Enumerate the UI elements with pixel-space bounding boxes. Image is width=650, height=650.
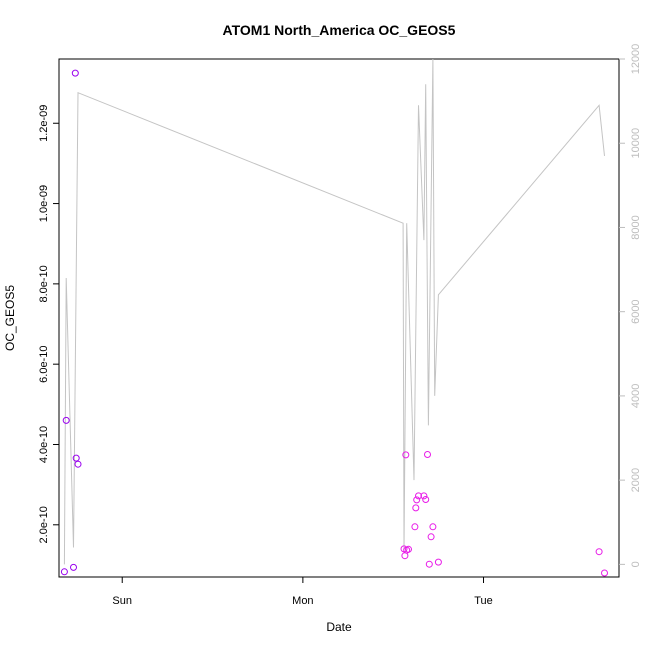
- data-point: [425, 560, 433, 568]
- data-point: [72, 454, 80, 462]
- y-tick-label: 2.0e-10: [38, 506, 50, 543]
- y-tick-label: 1.0e-09: [38, 185, 50, 222]
- y2-tick-label: 8000: [630, 215, 642, 239]
- data-point: [401, 552, 409, 560]
- x-tick-label: Tue: [474, 595, 493, 607]
- y-tick-label: 8.0e-10: [38, 265, 50, 302]
- points-layer: [60, 69, 608, 577]
- data-point: [411, 523, 419, 531]
- data-point: [434, 558, 442, 566]
- y-axis-left: 2.0e-10 4.0e-10 6.0e-10 8.0e-10 1.0e-09 1.2e-…: [38, 105, 59, 543]
- x-axis: Sun Mon Tue: [112, 577, 493, 607]
- y-axis-label: OC_GEOS5: [3, 285, 17, 351]
- data-point: [62, 416, 70, 424]
- data-point: [427, 533, 435, 541]
- data-point: [595, 548, 603, 556]
- y2-tick-label: 0: [630, 561, 642, 567]
- data-point: [402, 451, 410, 459]
- data-point: [412, 504, 420, 512]
- right-axis-line-layer: [63, 58, 605, 565]
- y2-tick-label: 2000: [630, 468, 642, 492]
- y2-tick-label: 6000: [630, 299, 642, 323]
- data-point: [71, 69, 79, 77]
- y-tick-label: 1.2e-09: [38, 105, 50, 142]
- y-tick-label: 4.0e-10: [38, 426, 50, 463]
- data-point: [415, 492, 422, 500]
- data-point: [429, 523, 437, 531]
- data-point: [601, 569, 608, 577]
- y-tick-label: 6.0e-10: [38, 346, 50, 383]
- data-point: [420, 492, 428, 500]
- chart-title: ATOM1 North_America OC_GEOS5: [223, 22, 456, 38]
- data-point: [60, 568, 68, 576]
- data-point: [424, 451, 431, 458]
- data-point: [405, 545, 412, 553]
- y2-tick-label: 4000: [630, 384, 642, 408]
- x-axis-label: Date: [326, 620, 352, 634]
- y2-tick-label: 10000: [630, 128, 642, 159]
- data-point: [413, 496, 421, 504]
- y2-tick-label: 12000: [630, 44, 642, 75]
- x-tick-label: Mon: [292, 595, 313, 607]
- data-point: [422, 496, 430, 503]
- plot-frame: [58, 58, 620, 578]
- data-point: [70, 563, 77, 571]
- data-point: [74, 460, 82, 468]
- series-line: [63, 58, 605, 565]
- y-axis-right: 0 2000 4000 6000 8000 10000 12000: [619, 44, 642, 567]
- x-tick-label: Sun: [112, 595, 132, 607]
